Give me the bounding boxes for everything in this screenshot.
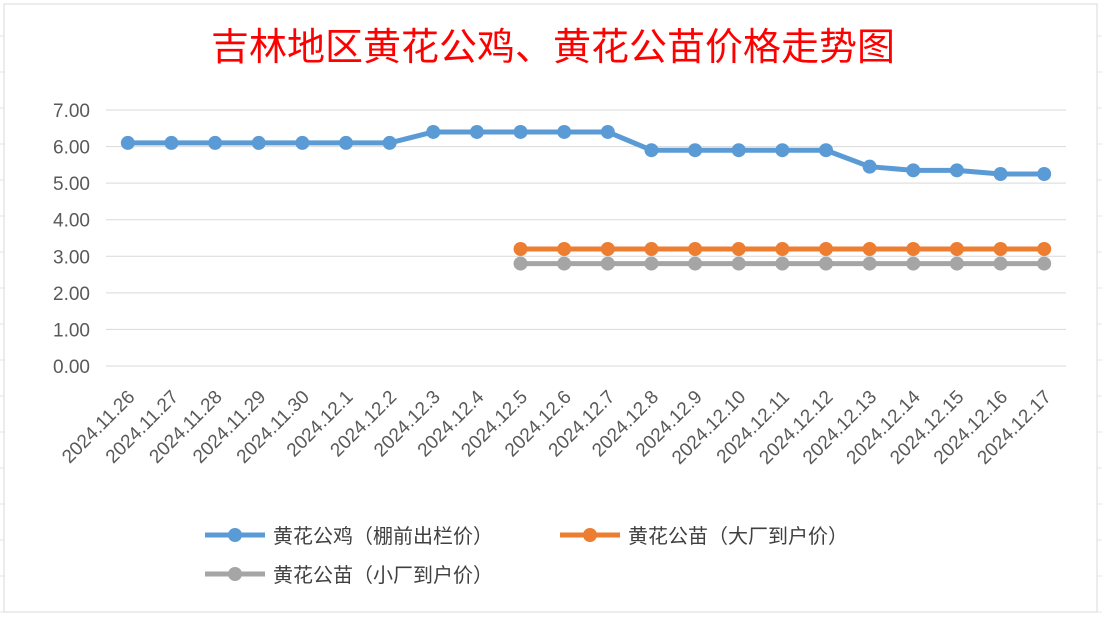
data-point [731,241,746,256]
data-point [862,241,877,256]
data-point [906,256,921,271]
data-point [382,135,397,150]
data-point [688,143,703,158]
data-point [906,163,921,178]
data-point [469,124,484,139]
legend-marker [583,528,597,542]
data-point [513,256,528,271]
series [513,256,1052,271]
data-point [688,256,703,271]
data-point [775,143,790,158]
data-point [993,167,1008,181]
y-tick-label: 6.00 [53,138,90,159]
series-layer [120,124,1052,271]
y-axis-tick-labels: 0.00 1.00 2.00 3.00 4.00 5.00 6.00 7.00 [53,101,90,378]
data-point [513,241,528,256]
data-point [906,241,921,256]
legend-item: 黄花公鸡（棚前出栏价） [205,524,493,548]
data-point [731,143,746,158]
data-point [295,135,310,150]
legend: 黄花公鸡（棚前出栏价） 黄花公苗（大厂到户价） 黄花公苗（小厂到户价） [205,524,848,587]
y-tick-label: 4.00 [53,211,90,232]
data-point [251,135,266,150]
data-point [600,256,615,271]
data-point [775,256,790,271]
data-point [644,241,659,256]
y-tick-label: 7.00 [53,101,90,122]
data-point [949,256,964,271]
legend-label: 黄花公苗（大厂到户价） [628,524,848,548]
spreadsheet-grid [0,35,1102,613]
data-point [557,241,572,256]
data-point [208,135,223,150]
data-point [557,256,572,271]
data-point [819,241,833,256]
data-point [339,135,353,150]
data-point [949,163,964,178]
data-point [993,256,1008,271]
data-point [775,241,790,256]
legend-marker [228,567,242,581]
data-point [644,256,659,271]
data-point [120,135,135,150]
data-point [426,124,441,139]
y-tick-label: 2.00 [53,284,90,305]
data-point [164,135,179,150]
legend-label: 黄花公鸡（棚前出栏价） [273,524,493,548]
chart-area-border [3,3,1098,613]
series [513,241,1052,256]
legend-item: 黄花公苗（大厂到户价） [560,524,848,548]
data-point [819,143,833,158]
legend-marker [228,528,242,542]
legend-label: 黄花公苗（小厂到户价） [273,563,493,587]
legend-item: 黄花公苗（小厂到户价） [205,563,493,587]
data-point [557,124,572,139]
data-point [1037,241,1052,256]
data-point [862,256,877,271]
data-point [644,143,659,158]
y-tick-label: 1.00 [53,320,90,341]
data-point [993,241,1008,256]
y-tick-label: 5.00 [53,174,90,195]
data-point [949,241,964,256]
series-line [127,129,1045,177]
data-point [1037,167,1052,181]
data-point [862,159,877,174]
chart-title: 吉林地区黄花公鸡、黄花公苗价格走势图 [211,27,895,69]
data-point [600,241,615,256]
data-point [731,256,746,271]
series [120,124,1052,181]
y-tick-label: 3.00 [53,247,90,268]
data-point [600,124,615,139]
data-point [819,256,833,271]
y-tick-label: 0.00 [53,357,90,378]
data-point [513,124,528,139]
gridlines [106,109,1066,367]
data-point [1037,256,1052,271]
data-point [688,241,703,256]
